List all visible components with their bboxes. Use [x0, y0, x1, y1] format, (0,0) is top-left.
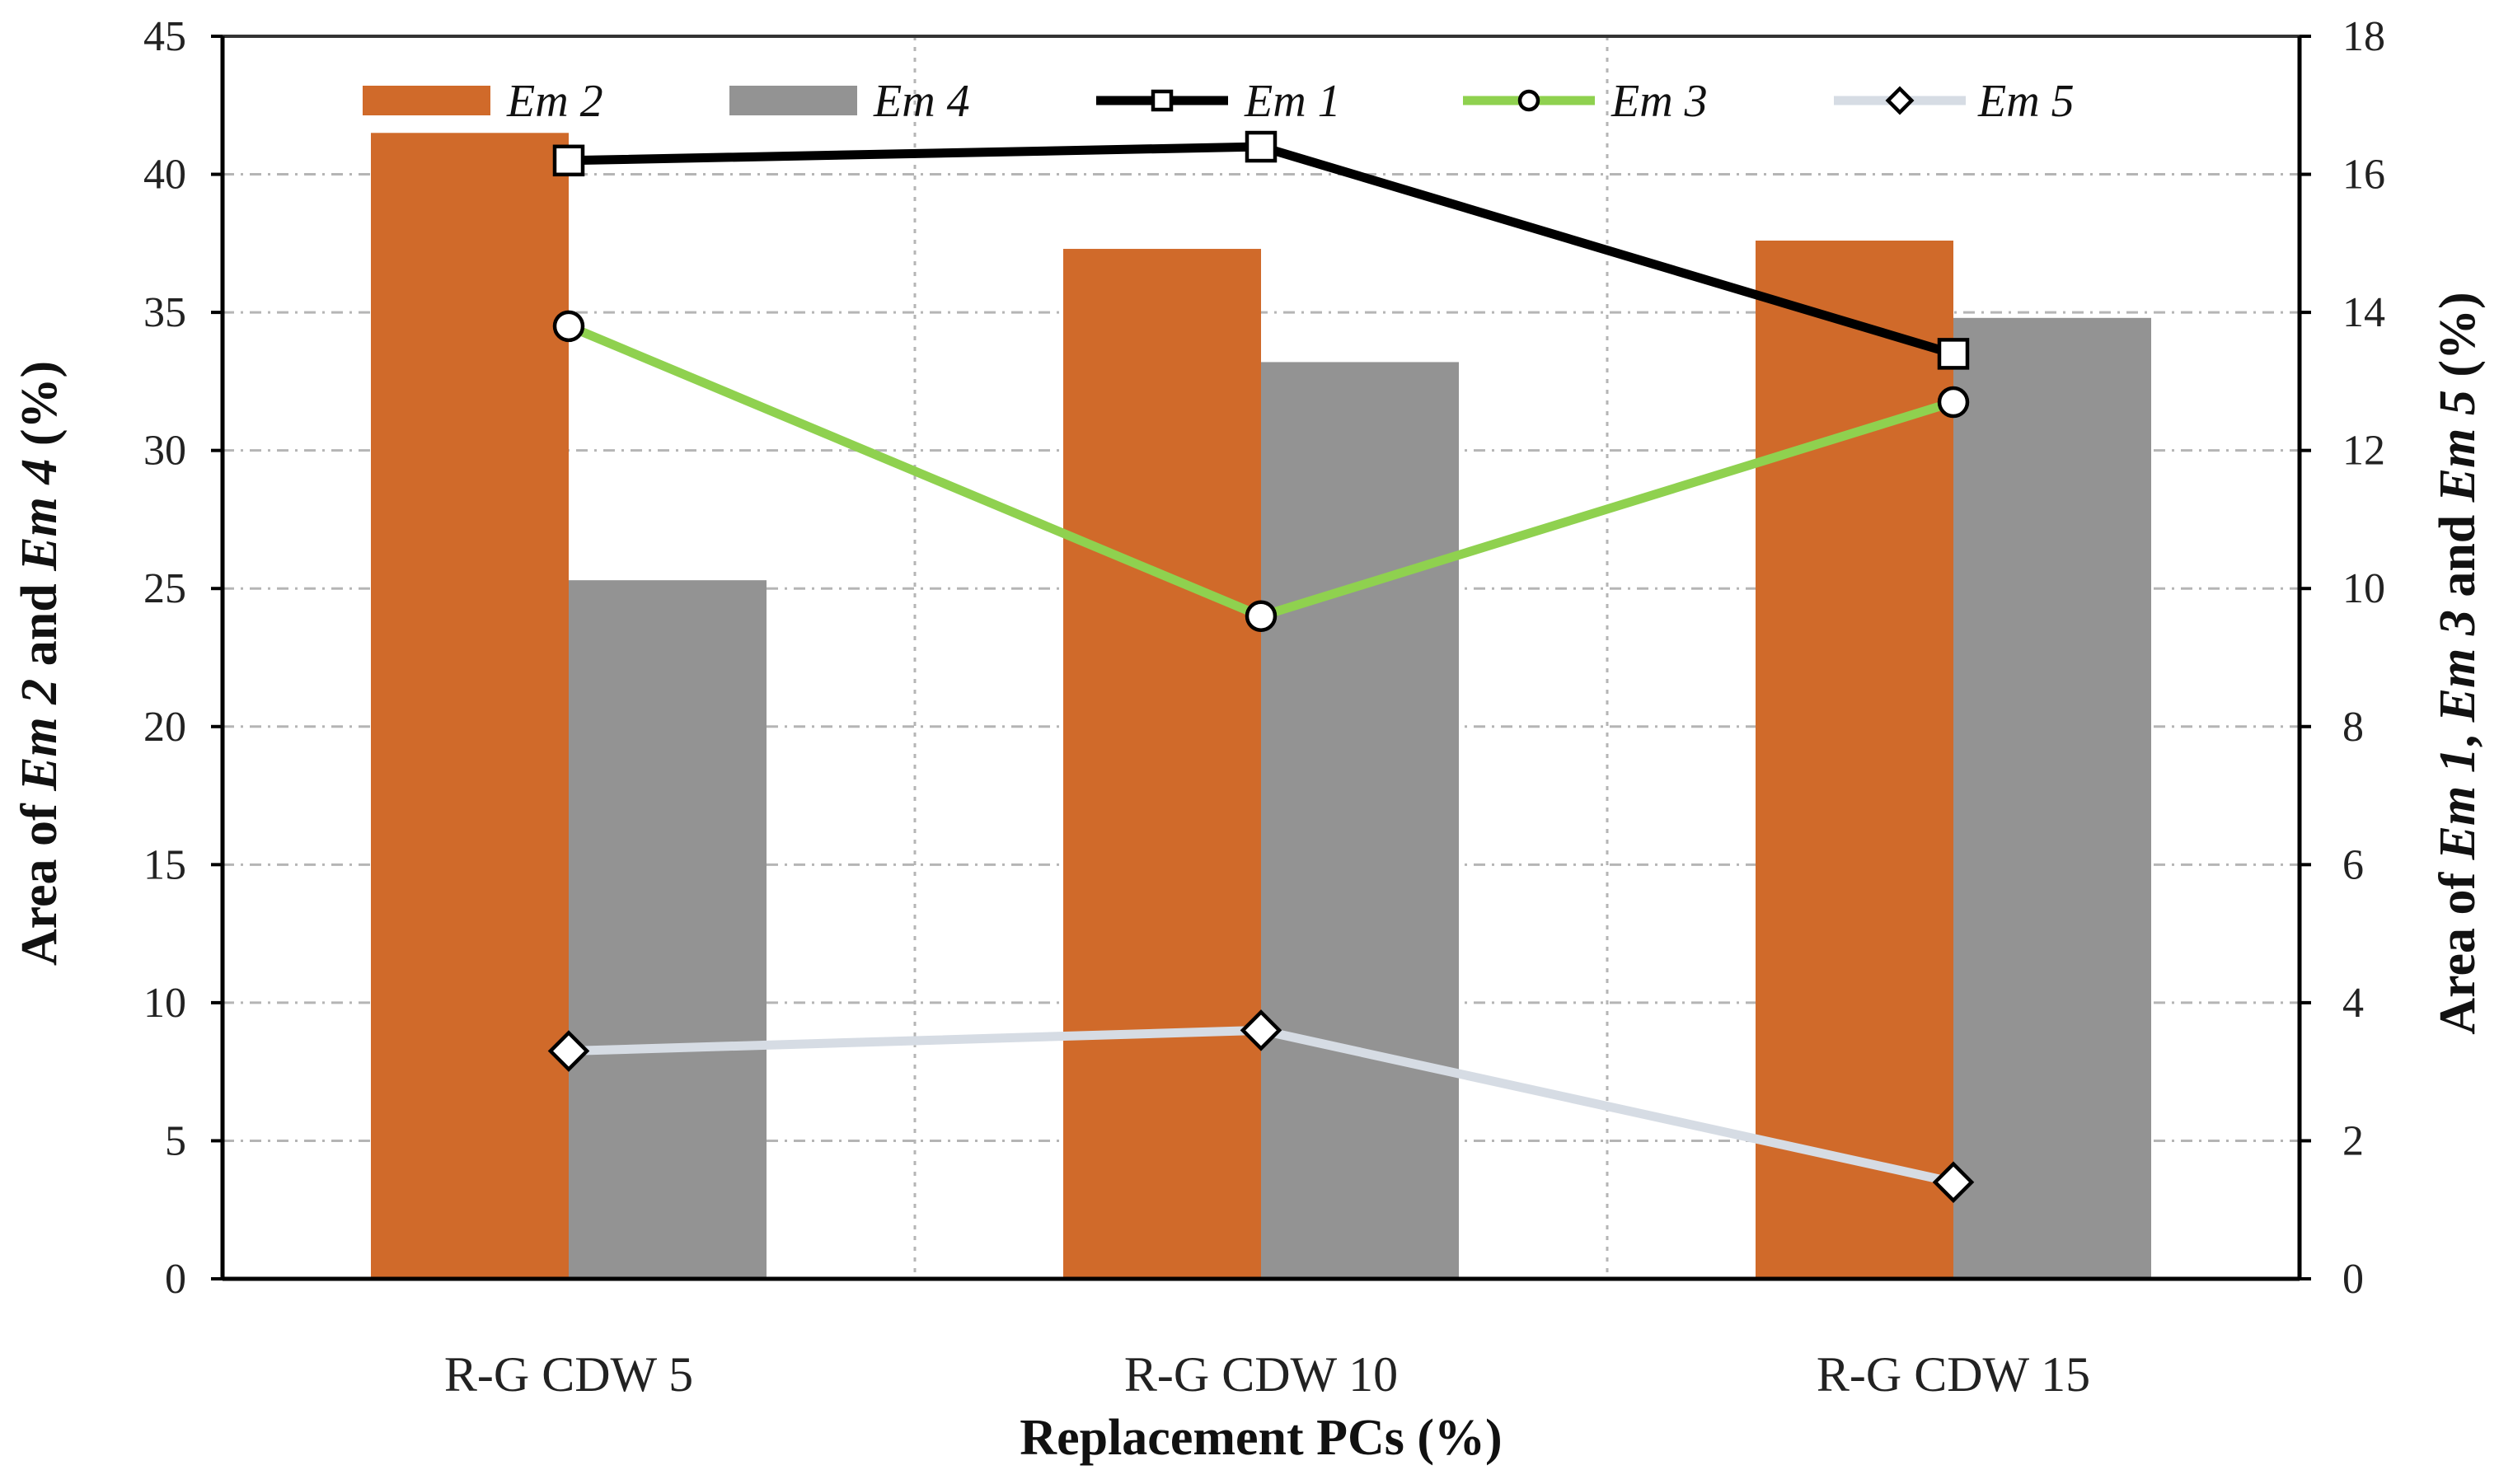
y-left-tick-label: 15 [143, 841, 186, 888]
line-series [547, 130, 1975, 1203]
point-em1-2 [1937, 338, 1970, 370]
y-left-tick-label: 40 [143, 152, 186, 199]
point-em1-0 [552, 144, 585, 177]
bar-em4-1 [1261, 362, 1459, 1279]
legend-label-em3: Em 3 [1611, 76, 1708, 127]
legend-label-em4: Em 4 [873, 76, 970, 127]
y-left-tick-label: 20 [143, 704, 186, 751]
bar-em2-1 [1063, 249, 1261, 1280]
legend-marker-em3 [1517, 89, 1540, 112]
point-em5-2 [1932, 1161, 1975, 1203]
legend-item-em1: Em 1 [1096, 76, 1341, 127]
legend-item-em4: Em 4 [729, 76, 970, 127]
point-em3-2 [1937, 386, 1970, 419]
y-axis-title-right: Area of Em 1, Em 3 and Em 5 (%) [2430, 292, 2486, 1034]
y-left-tick-label: 45 [143, 13, 186, 60]
point-em3-1 [1245, 600, 1278, 632]
y-right-tick-label: 10 [2342, 565, 2385, 612]
x-axis-title: Replacement PCs (%) [1020, 1410, 1502, 1466]
bar-em4-2 [1953, 317, 2151, 1279]
bar-em4-0 [569, 580, 767, 1279]
legend: Em 2 Em 4 Em 1 Em 3 Em 5 [363, 76, 2075, 127]
point-em5-0 [547, 1030, 590, 1072]
legend-item-em2: Em 2 [363, 76, 603, 127]
y-right-tick-label: 8 [2342, 704, 2364, 751]
legend-label-em2: Em 2 [506, 76, 603, 127]
y-right-tick-label: 0 [2342, 1256, 2364, 1303]
y-axis-title-left: Area of Em 2 and Em 4 (%) [12, 361, 68, 966]
legend-label-em1: Em 1 [1244, 76, 1341, 127]
point-em1-1 [1245, 130, 1278, 163]
bar-em2-2 [1756, 240, 1953, 1280]
point-em5-1 [1240, 1009, 1282, 1051]
axes [211, 35, 2311, 1281]
legend-swatch-em4 [729, 86, 857, 115]
y-right-tick-label: 12 [2342, 428, 2385, 475]
y-left-tick-label: 25 [143, 565, 186, 612]
legend-marker-em5 [1885, 86, 1915, 115]
y-right-tick-label: 2 [2342, 1117, 2364, 1164]
legend-item-em3: Em 3 [1463, 76, 1708, 127]
y-right-tick-label: 18 [2342, 13, 2385, 60]
x-category-label: R-G CDW 5 [444, 1347, 693, 1402]
y-left-tick-label: 0 [165, 1256, 186, 1303]
tick-labels: 0 5 10 15 20 25 30 35 40 45 0 2 4 6 8 10 12 14 16 18 R-G CDW… [143, 13, 2385, 1402]
x-category-label: R-G CDW 15 [1817, 1347, 2090, 1402]
legend-label-em5: Em 5 [1977, 76, 2075, 127]
y-left-tick-label: 35 [143, 289, 186, 336]
legend-swatch-em2 [363, 86, 490, 115]
x-category-label: R-G CDW 10 [1124, 1347, 1398, 1402]
bar-em2-0 [371, 133, 569, 1279]
legend-item-em5: Em 5 [1834, 76, 2075, 127]
y-right-tick-label: 4 [2342, 980, 2364, 1027]
point-em3-0 [552, 310, 585, 343]
y-left-tick-label: 30 [143, 428, 186, 475]
y-right-tick-label: 16 [2342, 152, 2385, 199]
y-right-tick-label: 14 [2342, 289, 2385, 336]
bar-series [371, 133, 2151, 1280]
y-right-tick-label: 6 [2342, 841, 2364, 888]
y-left-tick-label: 10 [143, 980, 186, 1027]
legend-marker-em1 [1151, 89, 1174, 112]
y-left-tick-label: 5 [165, 1117, 186, 1164]
